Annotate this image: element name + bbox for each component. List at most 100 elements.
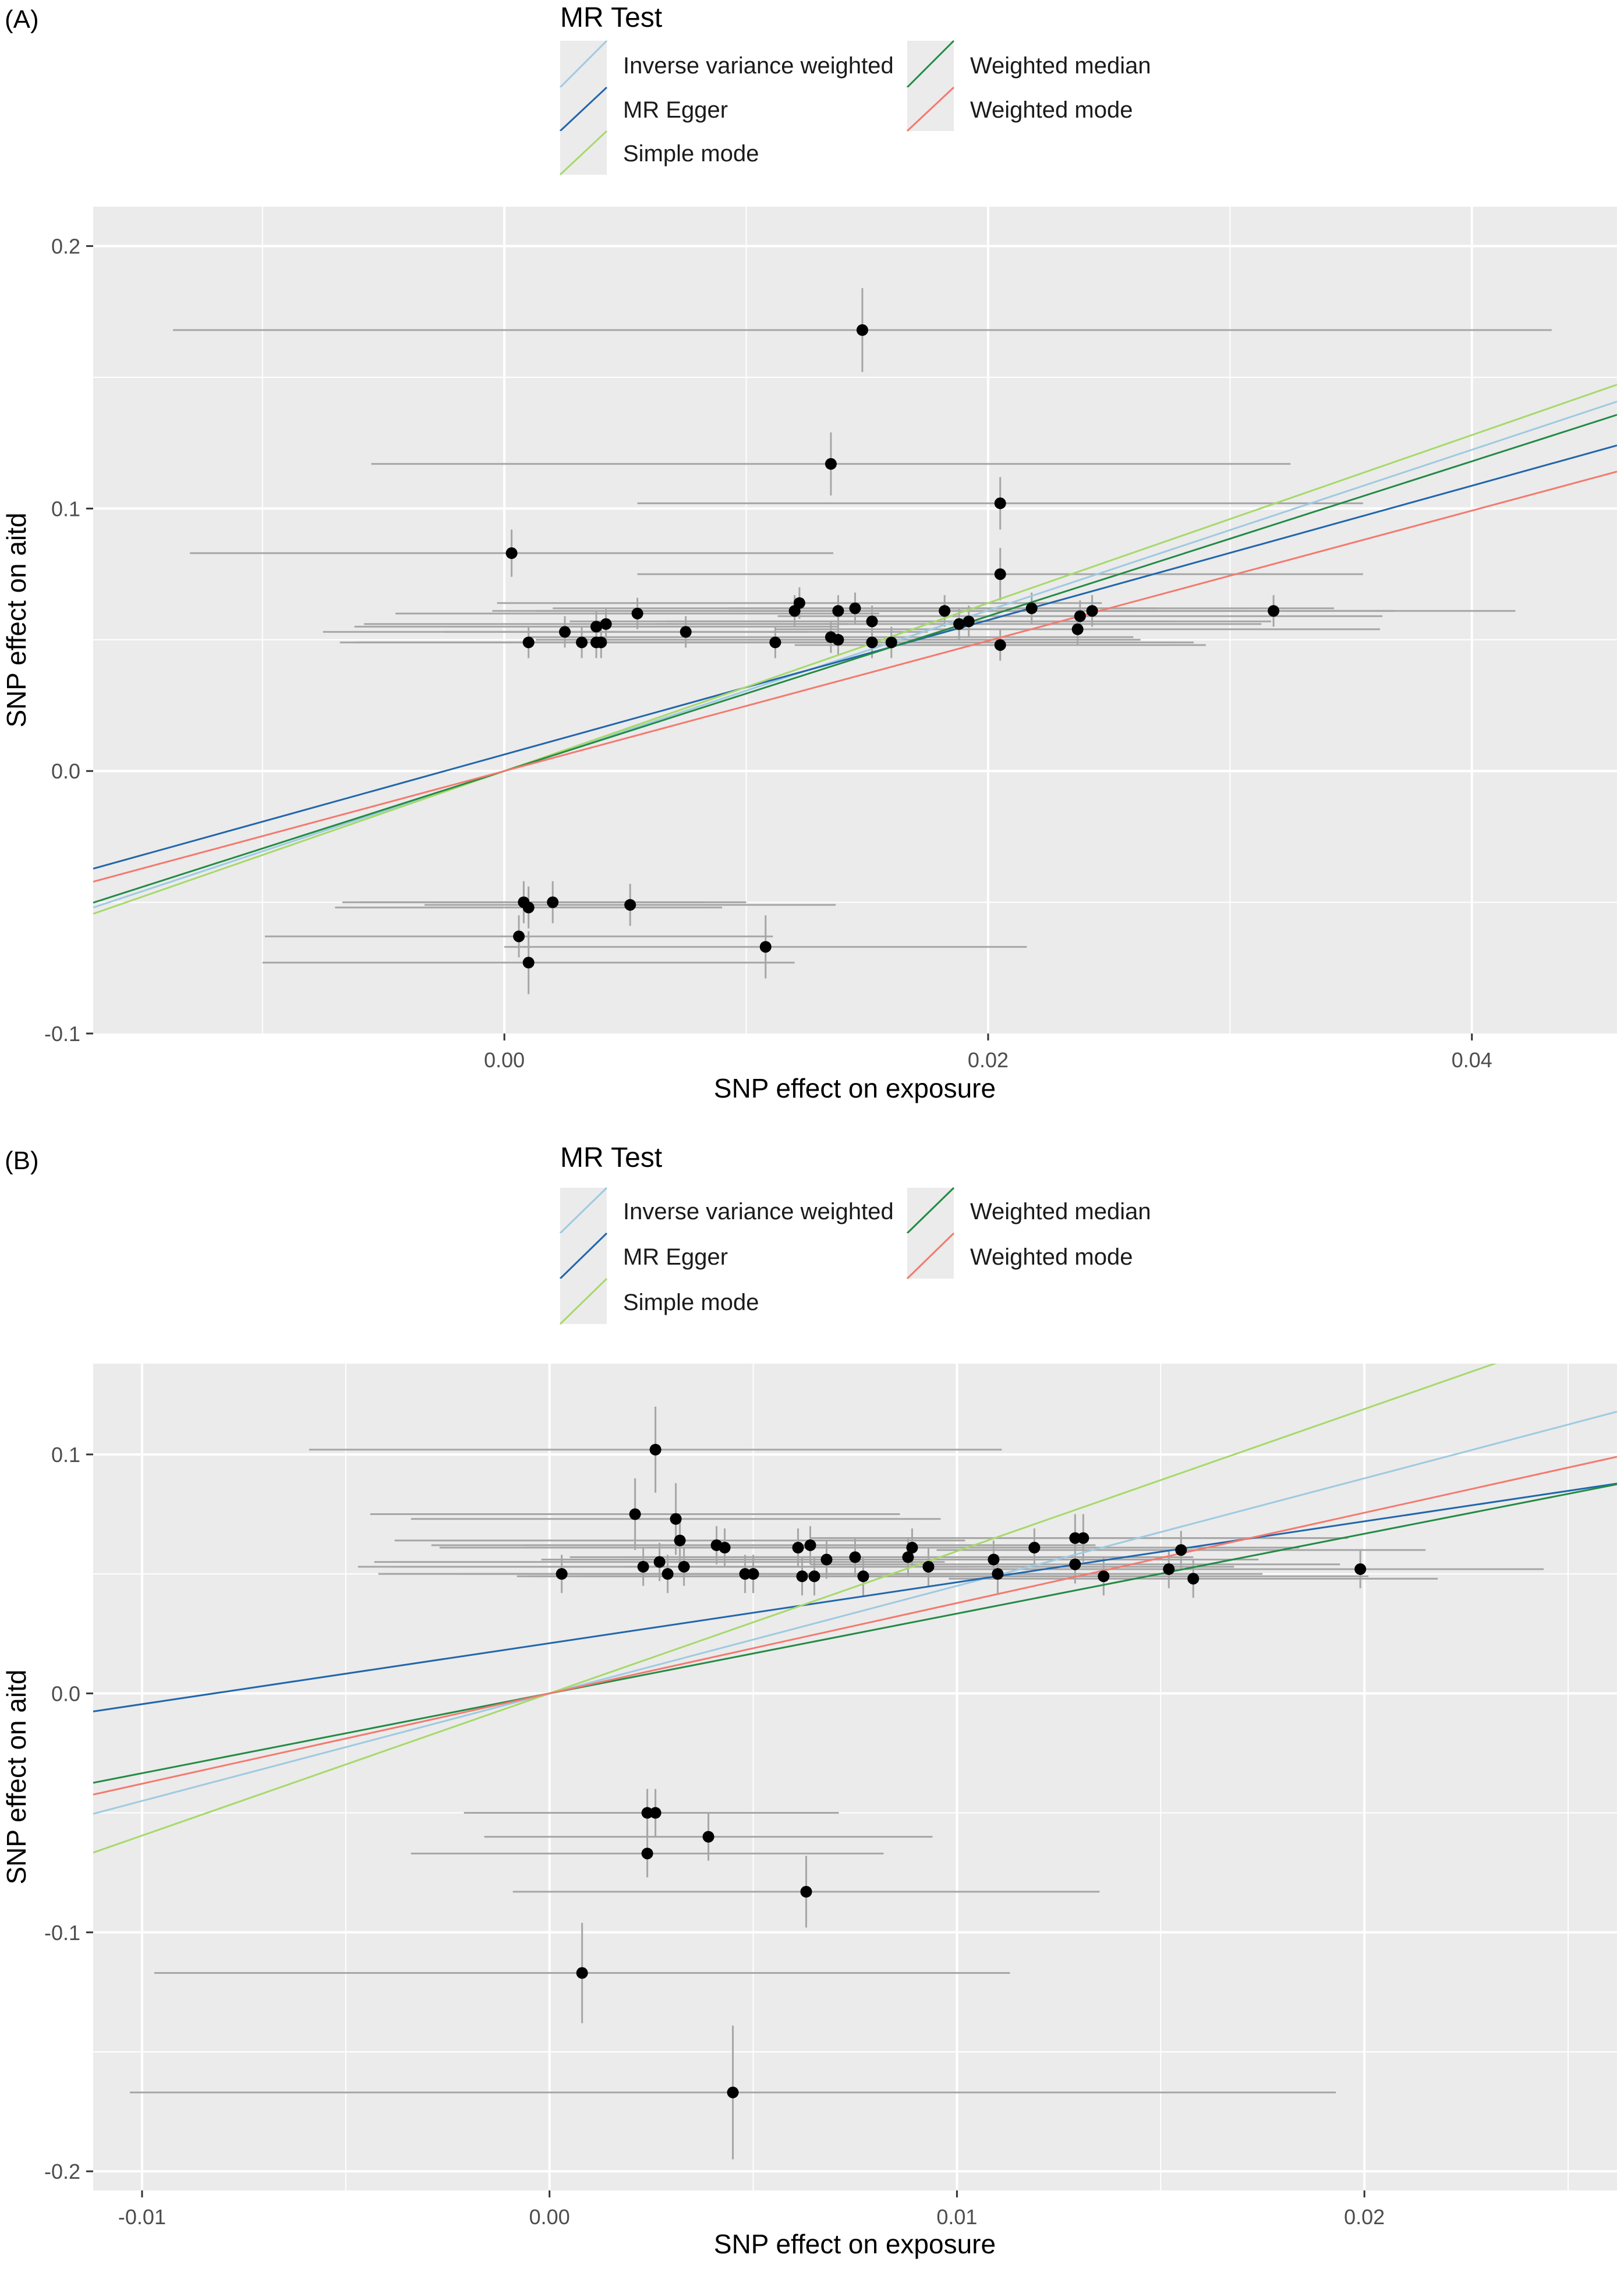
data-point [719,1542,731,1554]
legend-key-line [559,1277,608,1325]
regression-line [93,1456,1617,1796]
data-point [866,636,878,649]
x-tick-label: 0.02 [1344,2205,1385,2229]
legend-label: Weighted mode [970,1244,1133,1270]
data-point [988,1553,1000,1566]
scatter-chart-a: (A) MR Test Inverse variance weighted MR… [1,2,1617,1103]
data-point [702,1831,714,1843]
regression-line [93,1364,1498,1854]
legend-item-mr-egger: MR Egger [559,86,728,132]
regression-line [93,470,1617,883]
legend-label: Inverse variance weighted [623,53,894,79]
data-point [522,901,535,914]
data-point [661,1568,674,1580]
data-point [1086,605,1098,617]
legend-label: Simple mode [623,1290,759,1315]
data-point [792,1542,804,1554]
data-point [674,1534,686,1546]
data-point [1077,1532,1089,1544]
legend-key-line [559,40,608,89]
legend-item-ivw: Inverse variance weighted [559,1187,894,1234]
regression-line [93,444,1617,870]
data-point [796,1570,808,1583]
legend-label: Weighted mode [970,97,1133,123]
data-point [556,1568,568,1580]
legend-key-line [559,86,608,132]
data-point [1069,1558,1081,1570]
legend-item-simple-mode: Simple mode [559,1277,759,1325]
data-point [994,497,1006,509]
data-point [678,1560,690,1573]
data-point [825,458,837,470]
regression-line [93,1411,1617,1815]
x-tick-label: 0.00 [484,1048,525,1072]
y-tick-label: 0.1 [51,497,80,521]
data-point [600,618,612,630]
data-point [1071,623,1084,635]
regression-line [93,401,1617,909]
data-point [759,941,772,953]
plot-background [93,1364,1617,2190]
data-point [1098,1570,1110,1583]
data-point [963,615,975,628]
legend-label: MR Egger [623,1244,728,1270]
legend-item-weighted-mode: Weighted mode [906,86,1133,132]
regression-line [93,414,1617,904]
data-point [1069,1532,1081,1544]
data-point [885,636,897,649]
regression-line [93,384,1617,915]
legend-key-line [559,1232,608,1280]
data-point [624,899,636,911]
data-point [641,1847,653,1860]
data-point [522,957,535,969]
x-tick-label: 0.01 [936,2205,977,2229]
plot-area: 0.00 0.02 0.04 -0.1 0.0 0.1 0.2 [44,207,1617,1072]
data-point [906,1542,918,1554]
panel-b: (B) MR Test Inverse variance weighted MR… [0,1141,1624,2283]
data-point [857,1570,869,1583]
legend-label: Inverse variance weighted [623,1199,894,1224]
plot-area: -0.01 0.00 0.01 0.02 -0.2 -0.1 0.0 0.1 [44,1364,1617,2229]
legend-item-weighted-median: Weighted median [906,40,1151,89]
legend-item-weighted-median: Weighted median [906,1187,1151,1234]
legend-key-line [559,130,608,176]
data-point [1354,1563,1367,1575]
legend-label: MR Egger [623,97,728,123]
legend-label: Simple mode [623,141,759,167]
data-point [832,633,844,646]
x-tick-label: 0.04 [1452,1048,1492,1072]
panel-label: (B) [5,1146,39,1175]
x-tick-label: 0.00 [529,2205,570,2229]
data-point [800,1885,812,1898]
data-point [590,621,603,633]
data-point [1268,605,1280,617]
data-point [637,1560,649,1573]
data-point [505,547,518,560]
x-tick-label: 0.02 [968,1048,1009,1072]
data-point [727,2086,739,2098]
data-point [953,618,965,630]
data-point [1163,1563,1175,1575]
data-point [1028,1542,1041,1554]
data-point [559,626,571,638]
data-point [1187,1573,1200,1585]
data-point [576,636,588,649]
panel-label: (A) [5,5,39,34]
y-axis-title: SNP effect on aitd [1,512,31,727]
y-tick-label: -0.1 [44,1921,80,1945]
legend-label: Weighted median [970,1199,1151,1224]
data-point [808,1570,820,1583]
data-point [576,1967,588,1979]
data-point [595,636,607,649]
data-point [670,1513,682,1525]
y-tick-label: 0.0 [51,1682,80,1705]
scatter-chart-b: (B) MR Test Inverse variance weighted MR… [1,1142,1617,2259]
data-point [788,605,801,617]
data-point [649,1807,661,1819]
data-point [641,1807,653,1819]
data-point [902,1551,914,1563]
legend-key-line [559,1187,608,1234]
x-axis-title: SNP effect on exposure [714,2229,996,2259]
legend-item-mr-egger: MR Egger [559,1232,728,1280]
data-point [1074,610,1086,622]
